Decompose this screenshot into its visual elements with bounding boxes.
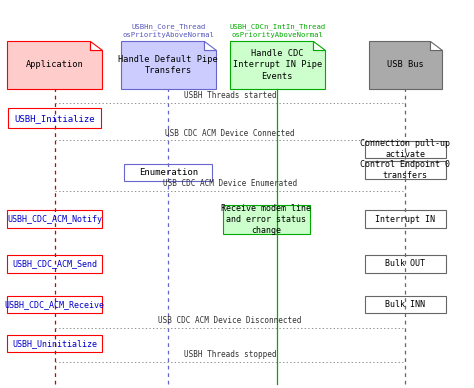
Bar	[7, 334, 102, 352]
Text: USB Bus: USB Bus	[387, 61, 424, 69]
Polygon shape	[121, 41, 216, 89]
Polygon shape	[368, 41, 442, 89]
Polygon shape	[313, 41, 325, 50]
Text: USB CDC ACM Device Disconnected: USB CDC ACM Device Disconnected	[158, 316, 301, 325]
Bar	[223, 205, 310, 234]
Polygon shape	[230, 41, 325, 89]
Bar	[7, 255, 102, 272]
Text: Connection pull-up
activate: Connection pull-up activate	[360, 139, 450, 159]
Text: USBH_CDC_ACM_Send: USBH_CDC_ACM_Send	[12, 259, 97, 268]
Text: Application: Application	[26, 61, 83, 69]
Text: USBHn_Core_Thread
osPriorityAboveNormal: USBHn_Core_Thread osPriorityAboveNormal	[122, 24, 214, 38]
Bar	[365, 296, 446, 314]
Bar	[124, 164, 212, 181]
Bar	[365, 140, 446, 158]
Bar	[7, 296, 102, 314]
Text: USB CDC ACM Device Enumerated: USB CDC ACM Device Enumerated	[163, 179, 297, 188]
Text: Control Endpoint 0
transfers: Control Endpoint 0 transfers	[360, 160, 450, 180]
Bar	[7, 210, 102, 228]
Text: USBH Threads stopped: USBH Threads stopped	[183, 350, 276, 359]
Text: USBH_CDC_ACM_Notify: USBH_CDC_ACM_Notify	[7, 215, 102, 224]
Text: Bulk OUT: Bulk OUT	[385, 259, 425, 268]
Bar	[365, 210, 446, 228]
Text: USBH_CDC_ACM_Receive: USBH_CDC_ACM_Receive	[5, 300, 104, 309]
Text: Handle CDC
Interrupt IN Pipe
Events: Handle CDC Interrupt IN Pipe Events	[233, 49, 322, 81]
Text: USBH_Uninitialize: USBH_Uninitialize	[12, 339, 97, 348]
Text: Bulk INN: Bulk INN	[385, 300, 425, 309]
Polygon shape	[7, 41, 102, 89]
Text: Handle Default Pipe
Transfers: Handle Default Pipe Transfers	[118, 55, 218, 75]
Bar	[365, 161, 446, 178]
Bar	[8, 108, 100, 128]
Bar	[365, 255, 446, 272]
Text: Receive modem line
and error status
change: Receive modem line and error status chan…	[221, 204, 311, 235]
Text: USBH Threads started: USBH Threads started	[183, 91, 276, 100]
Text: USB CDC ACM Device Connected: USB CDC ACM Device Connected	[165, 129, 295, 138]
Polygon shape	[90, 41, 102, 50]
Text: Enumeration: Enumeration	[139, 168, 198, 177]
Polygon shape	[204, 41, 216, 50]
Text: Interrupt IN: Interrupt IN	[375, 215, 435, 224]
Text: USBH_CDCn_IntIn_Thread
osPriorityAboveNormal: USBH_CDCn_IntIn_Thread osPriorityAboveNo…	[229, 24, 326, 38]
Polygon shape	[430, 41, 442, 50]
Text: USBH_Initialize: USBH_Initialize	[14, 114, 95, 123]
